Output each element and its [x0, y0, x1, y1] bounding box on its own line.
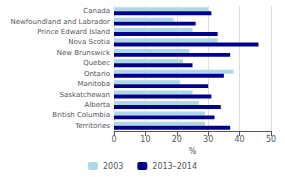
svg-text:Newfoundland and Labrador: Newfoundland and Labrador [11, 18, 111, 26]
svg-text:40: 40 [235, 135, 245, 144]
svg-text:Canada: Canada [83, 7, 110, 15]
svg-text:2013–2014: 2013–2014 [152, 162, 197, 171]
svg-text:Alberta: Alberta [85, 101, 110, 109]
svg-text:2003: 2003 [103, 162, 123, 171]
svg-text:0: 0 [111, 135, 116, 144]
svg-text:Territories: Territories [74, 122, 110, 130]
svg-text:Nova Scotia: Nova Scotia [68, 38, 110, 46]
svg-text:Quebec: Quebec [83, 59, 110, 67]
svg-text:50: 50 [266, 135, 276, 144]
svg-text:30: 30 [203, 135, 213, 144]
svg-text:Manitoba: Manitoba [78, 80, 110, 88]
svg-text:10: 10 [140, 135, 150, 144]
svg-text:%: % [189, 147, 197, 156]
svg-text:British Columbia: British Columbia [52, 111, 110, 119]
svg-text:20: 20 [172, 135, 182, 144]
svg-text:Saskatchewan: Saskatchewan [60, 91, 110, 99]
svg-text:Prince Edward Island: Prince Edward Island [37, 28, 110, 36]
svg-text:Ontario: Ontario [84, 70, 110, 78]
svg-text:New Brunswick: New Brunswick [57, 49, 111, 57]
